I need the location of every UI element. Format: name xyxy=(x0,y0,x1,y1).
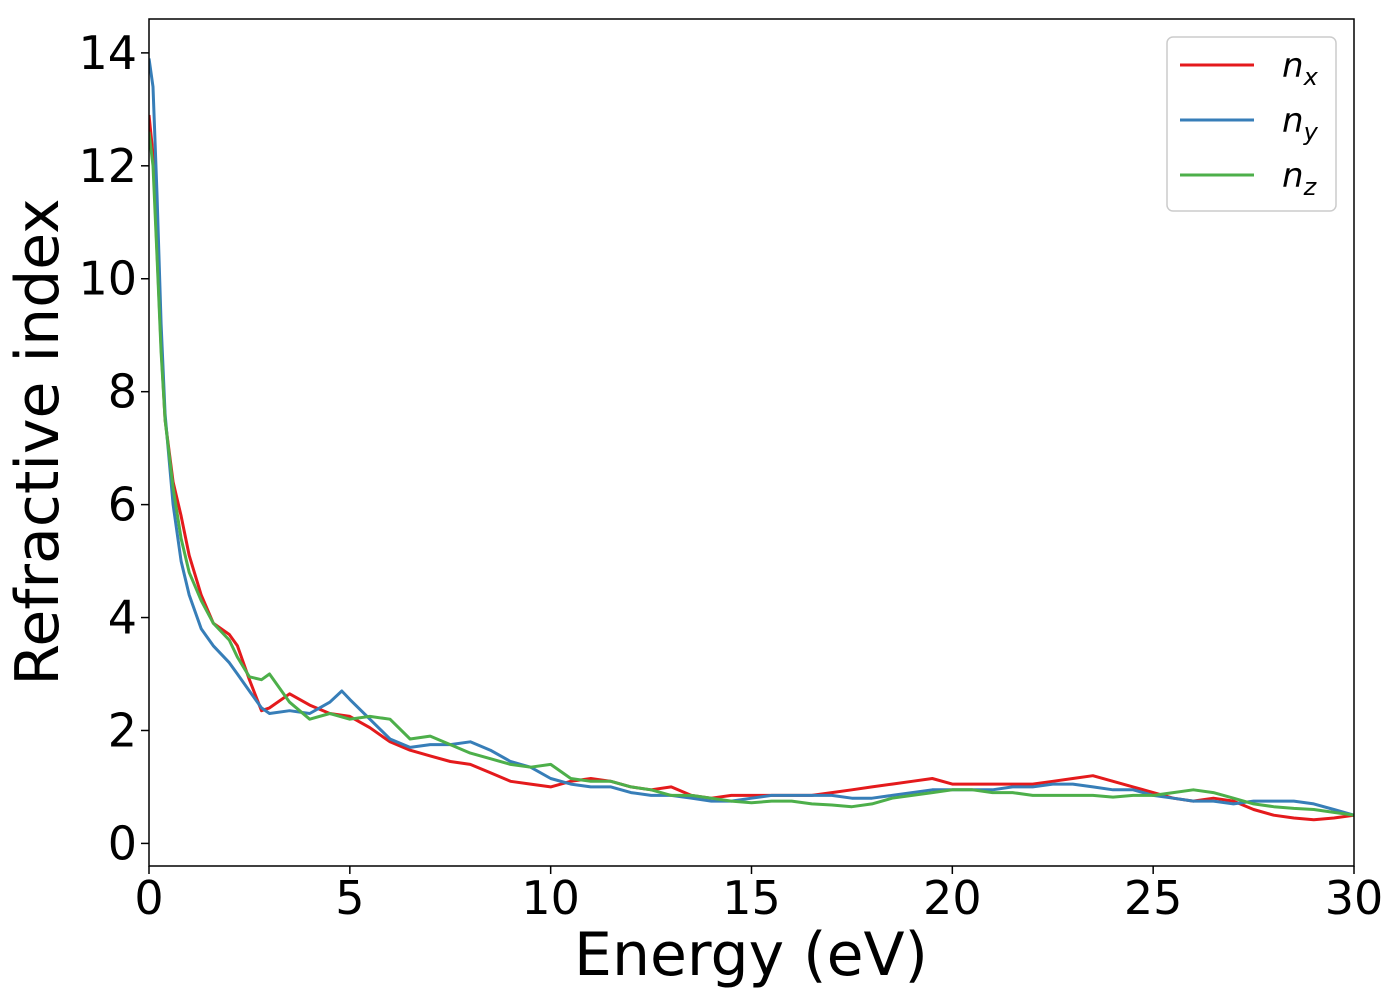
series-line-nx xyxy=(149,114,1354,822)
y-tick-label: 4 xyxy=(108,591,137,645)
x-tick-label: 0 xyxy=(134,871,163,925)
x-axis-title: Energy (eV) xyxy=(574,920,928,990)
x-tick-label: 15 xyxy=(722,871,781,925)
series-line-ny xyxy=(149,58,1354,817)
x-tick-label: 25 xyxy=(1124,871,1183,925)
y-axis-ticks: 0 2 4 6 8 10 12 14 xyxy=(78,26,149,870)
x-tick-label: 10 xyxy=(521,871,580,925)
series-line-nz xyxy=(149,131,1354,817)
x-tick-label: 20 xyxy=(923,871,982,925)
legend-box xyxy=(1166,36,1337,212)
x-axis-ticks: 0 5 10 15 20 25 30 xyxy=(134,866,1383,925)
y-axis-title: Refractive index xyxy=(3,198,73,685)
y-tick-label: 12 xyxy=(78,139,137,193)
x-tick-label: 30 xyxy=(1325,871,1384,925)
y-tick-label: 6 xyxy=(108,478,137,532)
y-tick-label: 10 xyxy=(78,252,137,306)
y-tick-label: 8 xyxy=(108,365,137,419)
y-tick-label: 0 xyxy=(108,816,137,870)
y-tick-label: 2 xyxy=(108,703,137,757)
x-tick-label: 5 xyxy=(335,871,364,925)
y-tick-label: 14 xyxy=(78,26,137,80)
